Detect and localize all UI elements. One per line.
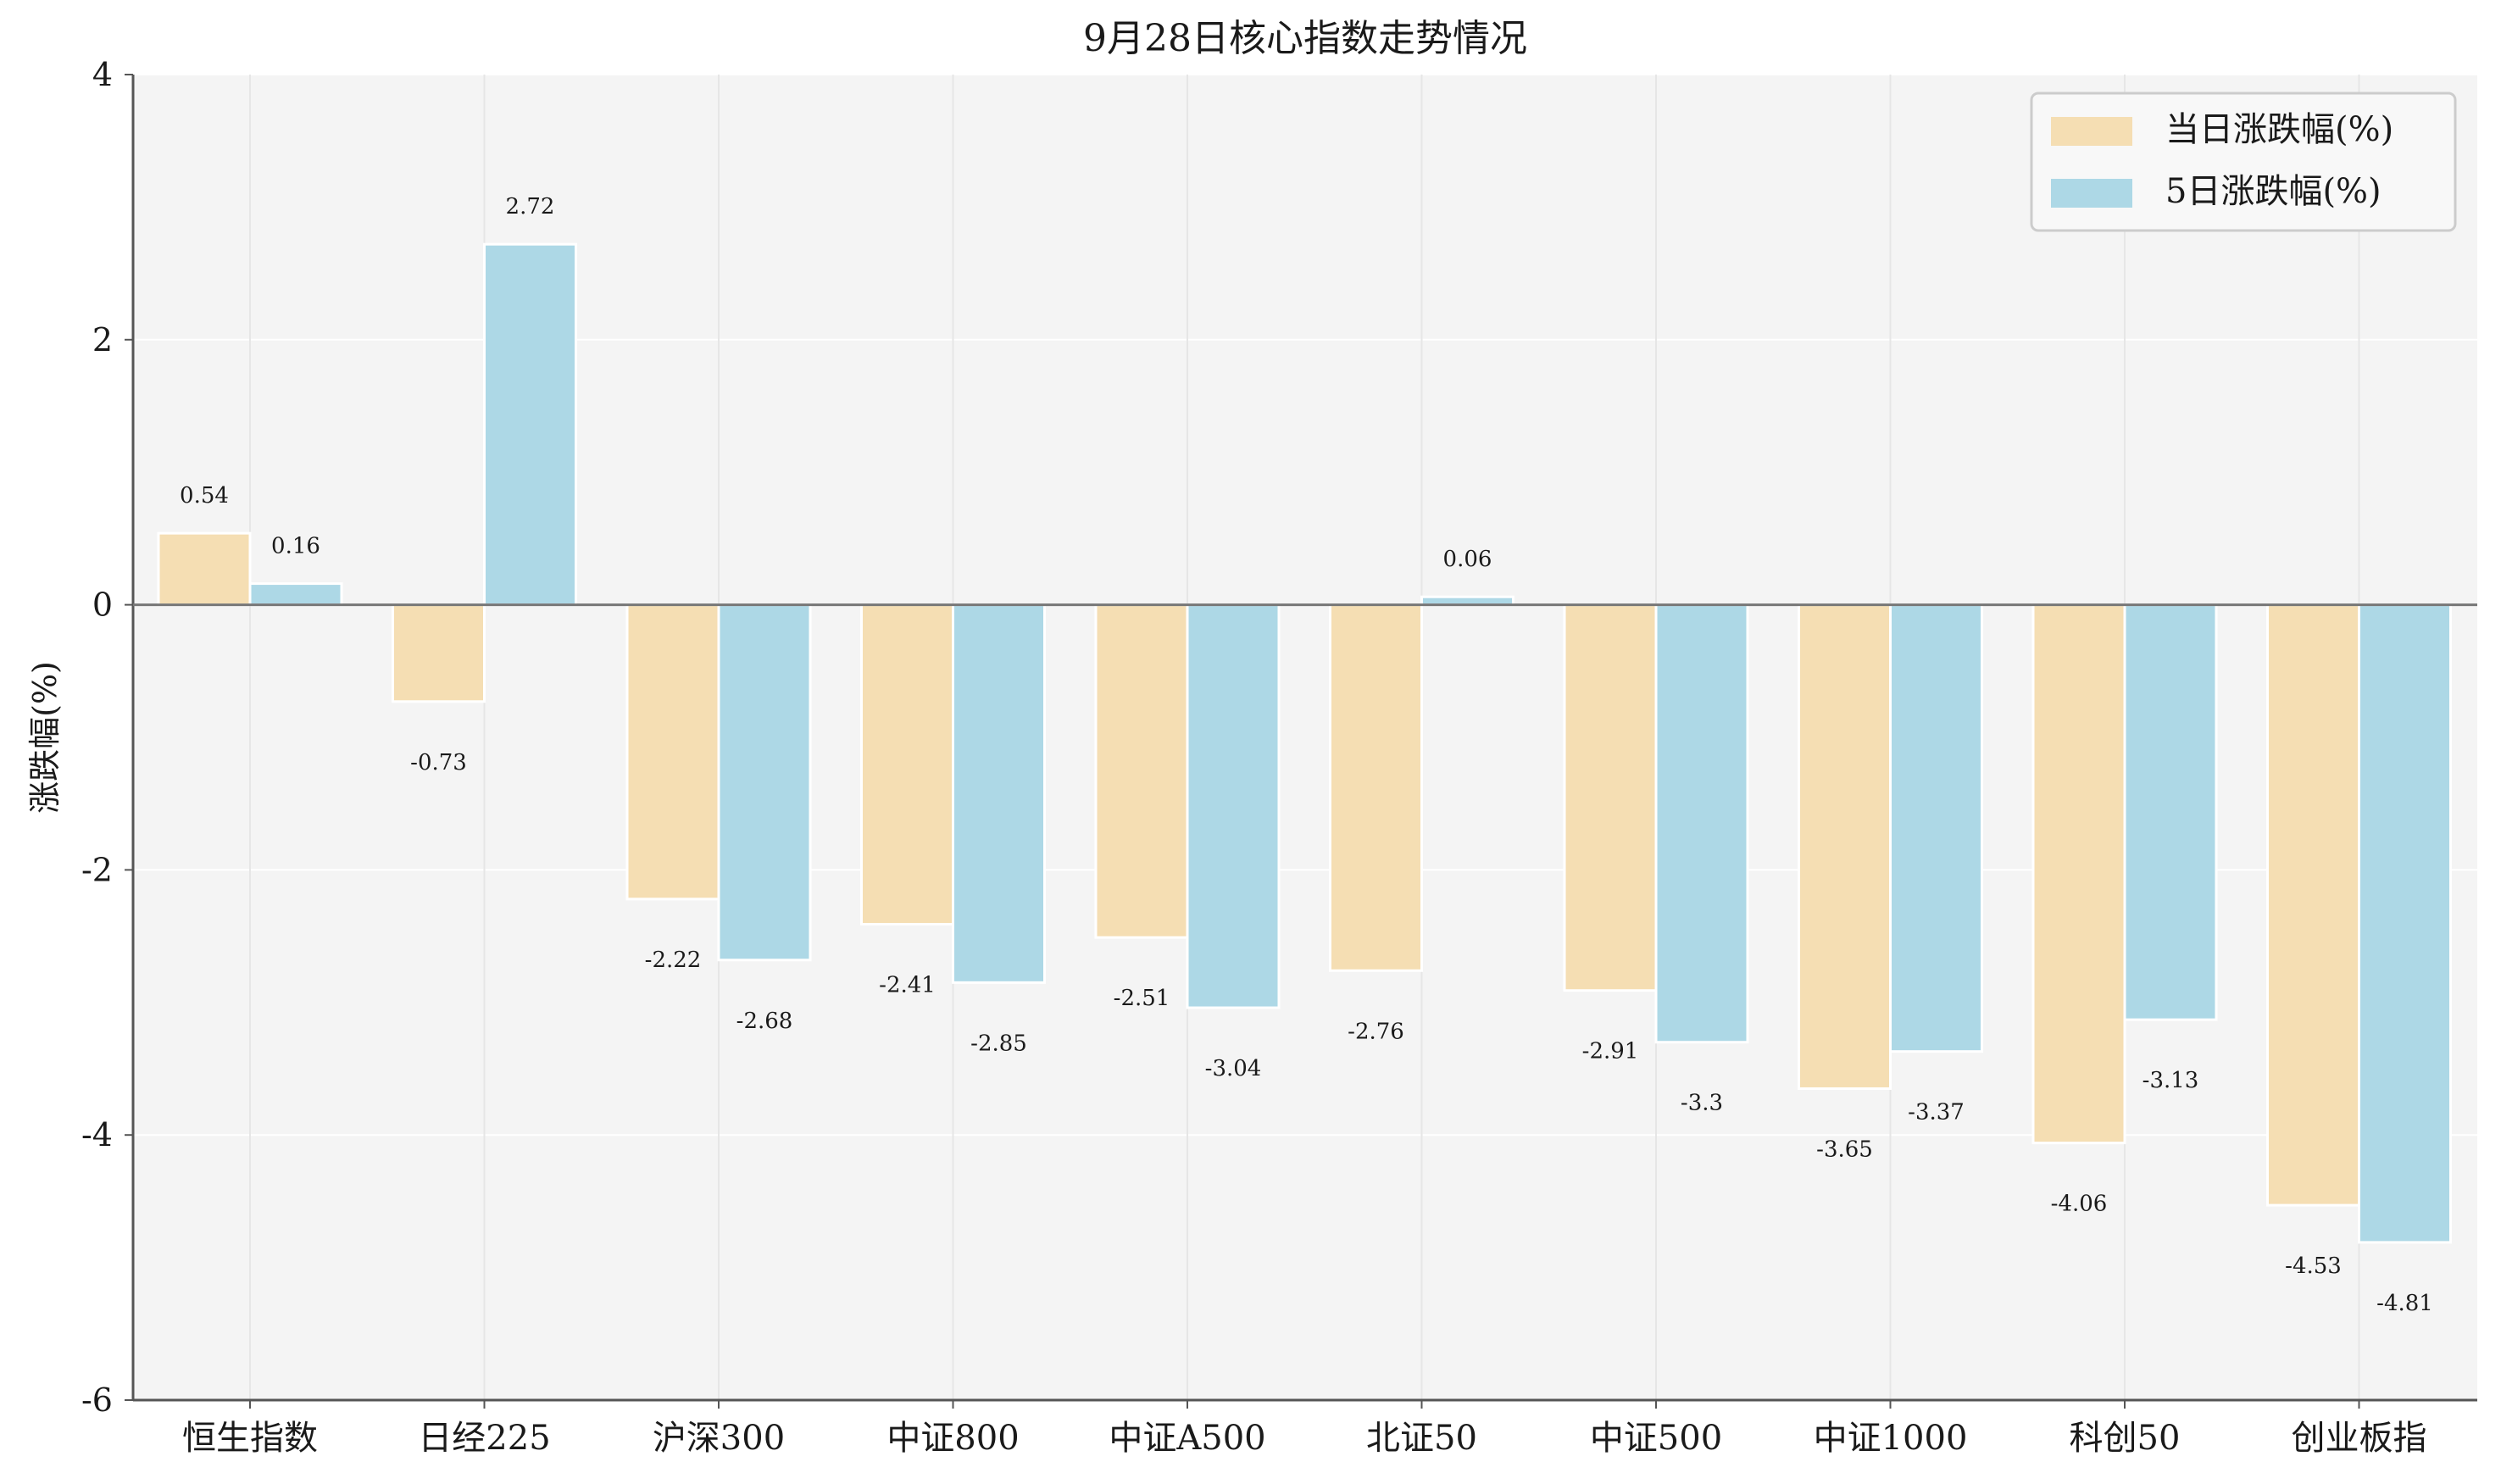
data-labels: 0.54 -0.73 -2.22 -2.41 -2.51 -2.76 -2.91 -3.65 -… [180,194,2433,1316]
bar-five-day-6 [1654,603,1749,1044]
bar-daily-6 [1563,603,1658,992]
legend-label-1: 5日涨跌幅(%) [2165,172,2382,211]
data-label-daily-0: 0.54 [180,483,229,509]
data-label-five-day-1: 2.72 [506,194,555,220]
data-label-five-day-4: -3.04 [1205,1056,1262,1081]
bar-daily-2 [625,603,720,901]
data-label-five-day-6: -3.3 [1681,1091,1723,1116]
legend: 当日涨跌幅(%) 5日涨跌幅(%) [2030,92,2457,232]
y-tick-label: 2 [92,321,113,358]
y-tick-label: -6 [81,1381,113,1419]
bar-daily-0 [157,531,252,607]
bar-daily-1 [392,603,486,703]
bar-five-day-4 [1186,603,1281,1009]
bar-daily-9 [2266,603,2360,1207]
bar-five-day-2 [717,603,812,962]
data-label-five-day-3: -2.85 [970,1031,1027,1056]
bar-five-day-3 [952,603,1046,984]
data-label-five-day-7: -3.37 [1908,1100,1965,1126]
bar-daily-4 [1094,603,1189,939]
bar-daily-5 [1329,603,1423,972]
y-axis-title: 涨跌幅(%) [26,661,64,814]
bar-five-day-9 [2358,603,2452,1244]
y-tick-label: -2 [81,851,113,888]
data-label-five-day-0: 0.16 [271,534,320,559]
data-label-daily-4: -2.51 [1114,986,1170,1011]
data-label-five-day-9: -4.81 [2376,1291,2433,1316]
x-tick-label: 中证800 [886,1419,1019,1458]
data-label-daily-6: -2.91 [1582,1039,1639,1064]
x-tick-label: 北证50 [1366,1419,1477,1458]
y-tick-label: 0 [92,586,113,624]
data-label-daily-2: -2.22 [645,948,702,973]
axes: 4 2 0 -2 -4 -6 恒生指数 日经225 沪深300 中证800 中证A500 北证50 中证… [81,56,2477,1458]
x-tick-label: 创业板指 [2292,1419,2427,1458]
bar-five-day-7 [1889,603,1983,1053]
x-tick-label: 中证1000 [1814,1419,1968,1458]
x-tick-label: 中证A500 [1109,1419,1265,1458]
x-tick-label: 日经225 [418,1419,550,1458]
bar-five-day-1 [483,242,577,607]
legend-swatch-1 [2051,179,2132,208]
data-label-daily-3: -2.41 [879,973,936,998]
legend-label-0: 当日涨跌幅(%) [2165,110,2393,149]
y-tick-label: 4 [92,56,113,93]
data-label-daily-8: -4.06 [2051,1192,2108,1217]
chart-title: 9月28日核心指数走势情况 [1083,17,1527,60]
data-label-five-day-2: -2.68 [736,1009,793,1034]
bar-five-day-8 [2123,603,2218,1021]
data-label-daily-5: -2.76 [1348,1019,1404,1044]
bar-daily-7 [1798,603,1892,1090]
x-tick-label: 恒生指数 [182,1419,318,1458]
bar-five-day-0 [248,582,343,607]
bars [157,242,2452,1244]
x-tick-label: 中证500 [1590,1419,1722,1458]
legend-swatch-0 [2051,117,2132,146]
x-tick-label: 沪深300 [653,1419,785,1458]
data-label-five-day-5: 0.06 [1443,547,1492,572]
y-tick-label: -4 [81,1116,113,1153]
data-label-daily-9: -4.53 [2285,1253,2342,1279]
bar-daily-3 [860,603,954,926]
legend-frame [2030,92,2457,232]
x-tick-label: 科创50 [2070,1419,2181,1458]
data-label-daily-1: -0.73 [410,750,467,775]
data-label-five-day-8: -3.13 [2143,1068,2199,1093]
bar-daily-8 [2031,603,2126,1145]
data-label-daily-7: -3.65 [1816,1137,1873,1162]
